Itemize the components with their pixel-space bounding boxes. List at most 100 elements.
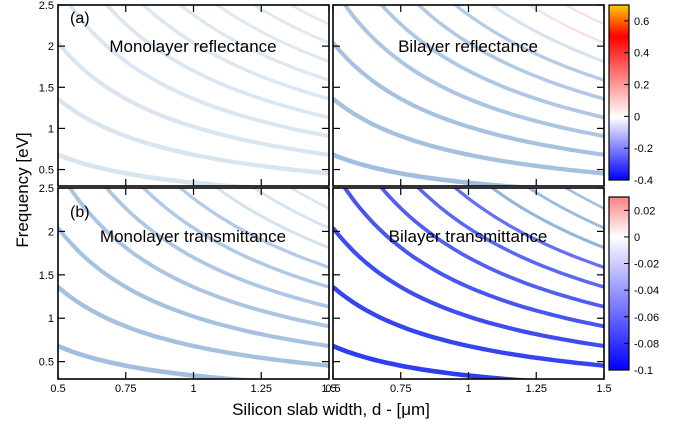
fringe-line	[416, 188, 604, 289]
y-tick-label: 1.5	[39, 270, 54, 282]
fringe-gap	[65, 5, 329, 142]
fringe-line	[58, 285, 329, 368]
fringe-gap	[520, 5, 604, 49]
fringe-gap	[58, 47, 329, 161]
fringe-gap	[484, 5, 604, 68]
panel-bilayer-reflectance	[333, 5, 604, 186]
fringe-gap	[333, 47, 604, 161]
fringe-line	[342, 5, 604, 139]
colorbar-tick-label: -0.2	[634, 143, 653, 155]
y-tick-label: 0.5	[39, 357, 54, 369]
fringe-line	[214, 188, 329, 250]
colorbar-top: 0.6 0.4 0.2 0 -0.2 -0.4	[608, 4, 653, 187]
y-tick-label: 0.5	[39, 165, 54, 177]
fringe-line	[141, 5, 329, 101]
colorbar-tick-label: -0.06	[634, 312, 659, 324]
y-tick-label: 2.5	[39, 183, 54, 195]
fringe-gap	[101, 5, 329, 123]
colorbar-tick-label: 0.2	[634, 80, 649, 92]
colorbar-tick-label: 0	[634, 232, 640, 244]
panel-bilayer-transmittance	[333, 188, 604, 379]
panel-monolayer-reflectance	[58, 5, 329, 186]
fringe-gap	[556, 5, 604, 30]
y-tick-label: 1	[48, 123, 54, 135]
panel-label-a: (a)	[70, 10, 90, 27]
fringe-line	[333, 226, 604, 349]
fringe-gap	[412, 188, 604, 293]
fringe-gap	[58, 103, 329, 179]
fringe-line	[452, 188, 604, 269]
fringe-gap	[137, 188, 329, 293]
panel-monolayer-transmittance	[58, 188, 329, 379]
x-axis-label: Silicon slab width, d - [μm]	[232, 400, 430, 419]
fringe-line	[489, 5, 604, 63]
fringe-line	[251, 5, 329, 45]
panel-label-b: (b)	[70, 204, 90, 221]
fringe-line	[379, 188, 604, 309]
x-tick-label: 1.25	[526, 383, 547, 395]
fringe-line	[58, 226, 329, 349]
fringe-gap	[65, 188, 329, 332]
fringe-line	[342, 188, 604, 329]
y-tick-label: 1.5	[39, 82, 54, 94]
colorbar-tick-label: -0.4	[634, 175, 653, 187]
fringe-gap	[448, 188, 604, 273]
fringe-gap	[58, 350, 186, 379]
fringe-line	[251, 188, 329, 230]
fringe-gap	[376, 5, 604, 123]
fringe-gap	[58, 159, 184, 186]
colorbar-bottom: 0.02 0 -0.02 -0.04 -0.06 -0.08 -0.1	[608, 196, 659, 377]
fringe-line	[526, 188, 604, 230]
colorbar-tick-label: 0.02	[634, 205, 655, 217]
fringe-line	[58, 97, 329, 176]
fringe-line	[67, 5, 329, 139]
fringe-gap	[58, 232, 329, 352]
fringe-gap	[173, 188, 329, 273]
fringe-line	[379, 5, 604, 120]
panel-title-bilayer-transmittance: Bilayer transmittance	[389, 227, 548, 246]
x-tick-label: 0.75	[390, 383, 411, 395]
x-tick-label: 0.5	[325, 383, 340, 395]
fringe-line	[67, 188, 329, 329]
fringe-gap	[333, 291, 604, 372]
fringe-line	[58, 41, 329, 157]
fringe-gap	[209, 188, 329, 254]
colorbar-tick-label: -0.08	[634, 338, 659, 350]
fringe-gap	[484, 188, 604, 254]
y-axis-label: Frequency [eV]	[13, 132, 32, 247]
fringe-gap	[333, 232, 604, 352]
fringe-line	[489, 188, 604, 250]
x-tick-label: 1.25	[251, 383, 272, 395]
fringe-line	[177, 188, 329, 269]
y-tick-label: 1	[48, 313, 54, 325]
fringe-gap	[281, 5, 329, 30]
y-tick-label: 2	[48, 226, 54, 238]
fringe-gap	[137, 5, 329, 105]
x-tick-label: 0.75	[115, 383, 136, 395]
fringe-line	[333, 41, 604, 157]
fringe-gap	[340, 188, 604, 332]
colorbar-tick-label: -0.04	[634, 285, 659, 297]
x-tick-label: 1.5	[596, 383, 611, 395]
fringe-line	[333, 285, 604, 368]
fringe-gap	[209, 5, 329, 68]
fringe-line	[104, 5, 329, 120]
fringe-gap	[340, 5, 604, 142]
colorbar-tick-label: 0.6	[634, 16, 649, 28]
y-tick-label: 2.5	[39, 0, 54, 12]
fringe-gap	[245, 5, 329, 49]
fringe-gap	[412, 5, 604, 105]
fringe-gap	[520, 188, 604, 234]
fringe-line	[214, 5, 329, 63]
panel-title-monolayer-reflectance: Monolayer reflectance	[109, 37, 276, 56]
x-tick-label: 1.5	[321, 383, 336, 395]
x-tick-label: 1	[190, 383, 196, 395]
panel-title-monolayer-transmittance: Monolayer transmittance	[100, 227, 286, 246]
fringe-gap	[333, 350, 461, 379]
colorbar-tick-label: 0.4	[634, 48, 649, 60]
y-tick-label: 2	[48, 41, 54, 53]
fringe-gap	[58, 291, 329, 372]
fringe-line	[333, 97, 604, 176]
x-tick-label: 0.5	[50, 383, 65, 395]
fringe-line	[177, 5, 329, 82]
